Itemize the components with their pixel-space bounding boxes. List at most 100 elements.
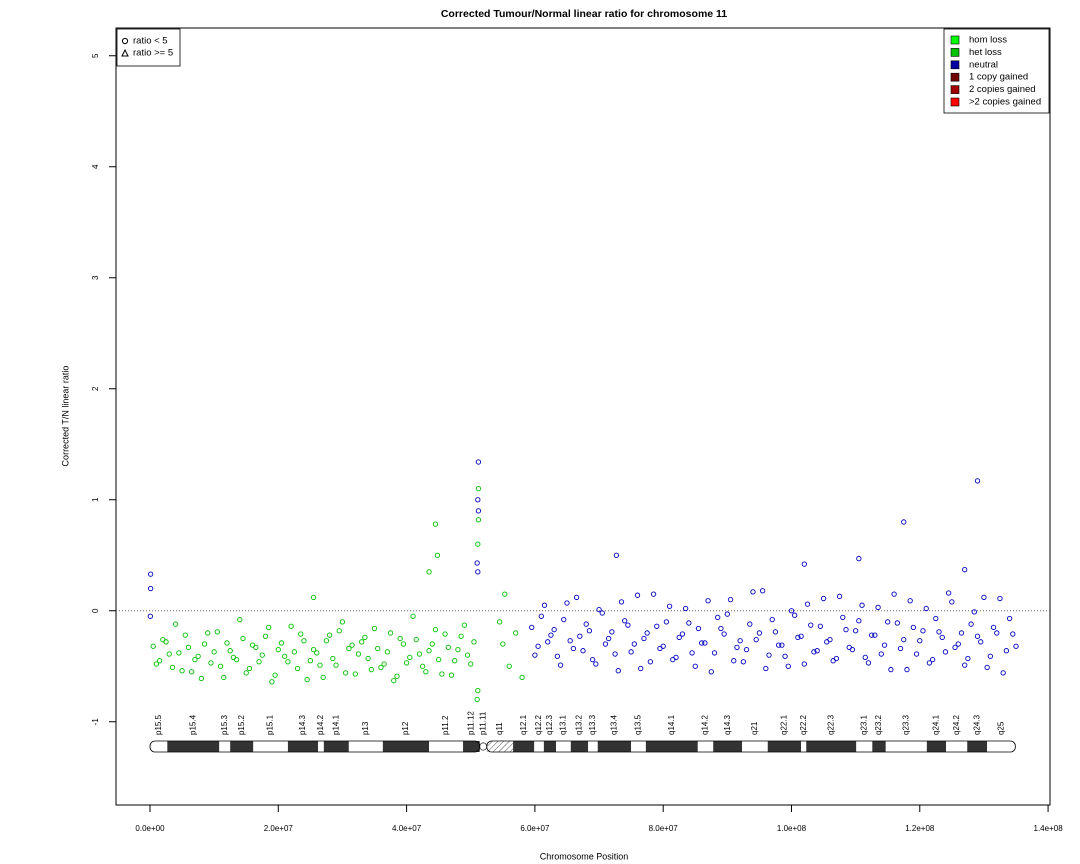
data-point (423, 669, 429, 675)
data-point (727, 597, 734, 603)
data-point (814, 648, 820, 654)
data-point (246, 665, 253, 672)
chromosome-band (463, 741, 480, 752)
data-point (875, 604, 881, 611)
data-point (654, 623, 660, 629)
data-point (971, 609, 977, 615)
data-point (230, 654, 237, 661)
band-label: q23.2 (874, 714, 883, 735)
data-point (801, 661, 807, 667)
band-label: q13.5 (634, 714, 643, 735)
data-point (962, 567, 968, 573)
data-point (538, 613, 544, 619)
data-point (609, 629, 615, 635)
data-point (561, 616, 567, 623)
data-point (147, 571, 154, 577)
data-point (715, 614, 721, 621)
data-point (833, 655, 840, 662)
legend-swatch (950, 97, 960, 107)
data-point (413, 636, 419, 643)
chromosome-band (429, 741, 464, 752)
legend-box (943, 28, 1050, 114)
data-point (904, 666, 910, 673)
data-point (978, 639, 984, 645)
data-point (933, 615, 939, 622)
data-point (782, 653, 788, 659)
data-point (436, 656, 442, 663)
data-point (737, 638, 743, 644)
data-point (432, 521, 439, 527)
chromosome-band (588, 741, 598, 752)
data-point (795, 634, 801, 641)
band-label: q22.2 (799, 714, 808, 735)
data-point (589, 656, 596, 663)
data-point (464, 652, 471, 658)
band-label: p14.3 (298, 714, 307, 735)
x-tick-label: 0.0e+00 (135, 824, 165, 833)
data-point (310, 594, 317, 601)
data-point (500, 641, 506, 647)
data-point (475, 569, 481, 575)
legend-swatch (950, 60, 960, 70)
x-tick-label: 6.0e+07 (520, 824, 550, 833)
chromosome-band (149, 741, 168, 752)
data-point (336, 628, 342, 634)
chromosome-band (631, 741, 646, 752)
band-label: q11 (495, 722, 504, 735)
data-point (551, 626, 557, 633)
data-point (416, 651, 423, 657)
data-point (942, 649, 949, 655)
data-point (955, 641, 961, 647)
data-point (458, 633, 464, 639)
data-point (779, 642, 785, 648)
plot-frame (115, 27, 1051, 806)
data-point (205, 630, 211, 636)
data-point (583, 621, 589, 627)
data-point (426, 569, 432, 575)
data-point (638, 665, 644, 672)
data-point (817, 623, 823, 629)
data-point (403, 660, 410, 666)
data-point (554, 653, 560, 659)
data-point (294, 665, 301, 672)
band-label: q24.1 (932, 714, 941, 735)
data-point (952, 644, 958, 651)
chromosome-outline (486, 740, 1016, 753)
data-point (753, 636, 759, 643)
data-point (434, 552, 441, 558)
data-point (391, 678, 397, 684)
x-tick-label: 1.4e+08 (1034, 824, 1064, 833)
data-point (564, 600, 570, 606)
data-point (285, 659, 291, 665)
chromosome-band (230, 741, 254, 752)
data-point (1000, 670, 1006, 676)
data-point (333, 662, 339, 668)
legend-box (116, 28, 181, 67)
data-point (634, 592, 641, 598)
data-point (769, 616, 775, 623)
chromosome-band (806, 741, 857, 752)
data-point (740, 659, 747, 665)
data-point (625, 622, 631, 628)
data-point (792, 612, 798, 618)
data-point (442, 631, 448, 637)
data-point (502, 591, 508, 597)
data-point (711, 650, 718, 656)
data-point (852, 628, 859, 634)
data-point (221, 674, 227, 680)
data-point (567, 638, 573, 644)
chromosome-band (987, 741, 1016, 752)
data-point (400, 641, 407, 647)
data-point (346, 645, 352, 652)
data-point (475, 517, 482, 523)
x-tick-label: 1.0e+08 (777, 824, 807, 833)
y-tick-label: 4 (91, 164, 100, 169)
data-point (772, 629, 779, 635)
data-point (243, 670, 249, 676)
legend-symbol (121, 37, 129, 45)
data-point (439, 671, 445, 677)
data-point (907, 598, 913, 604)
data-point (705, 598, 711, 604)
data-point (695, 625, 702, 632)
